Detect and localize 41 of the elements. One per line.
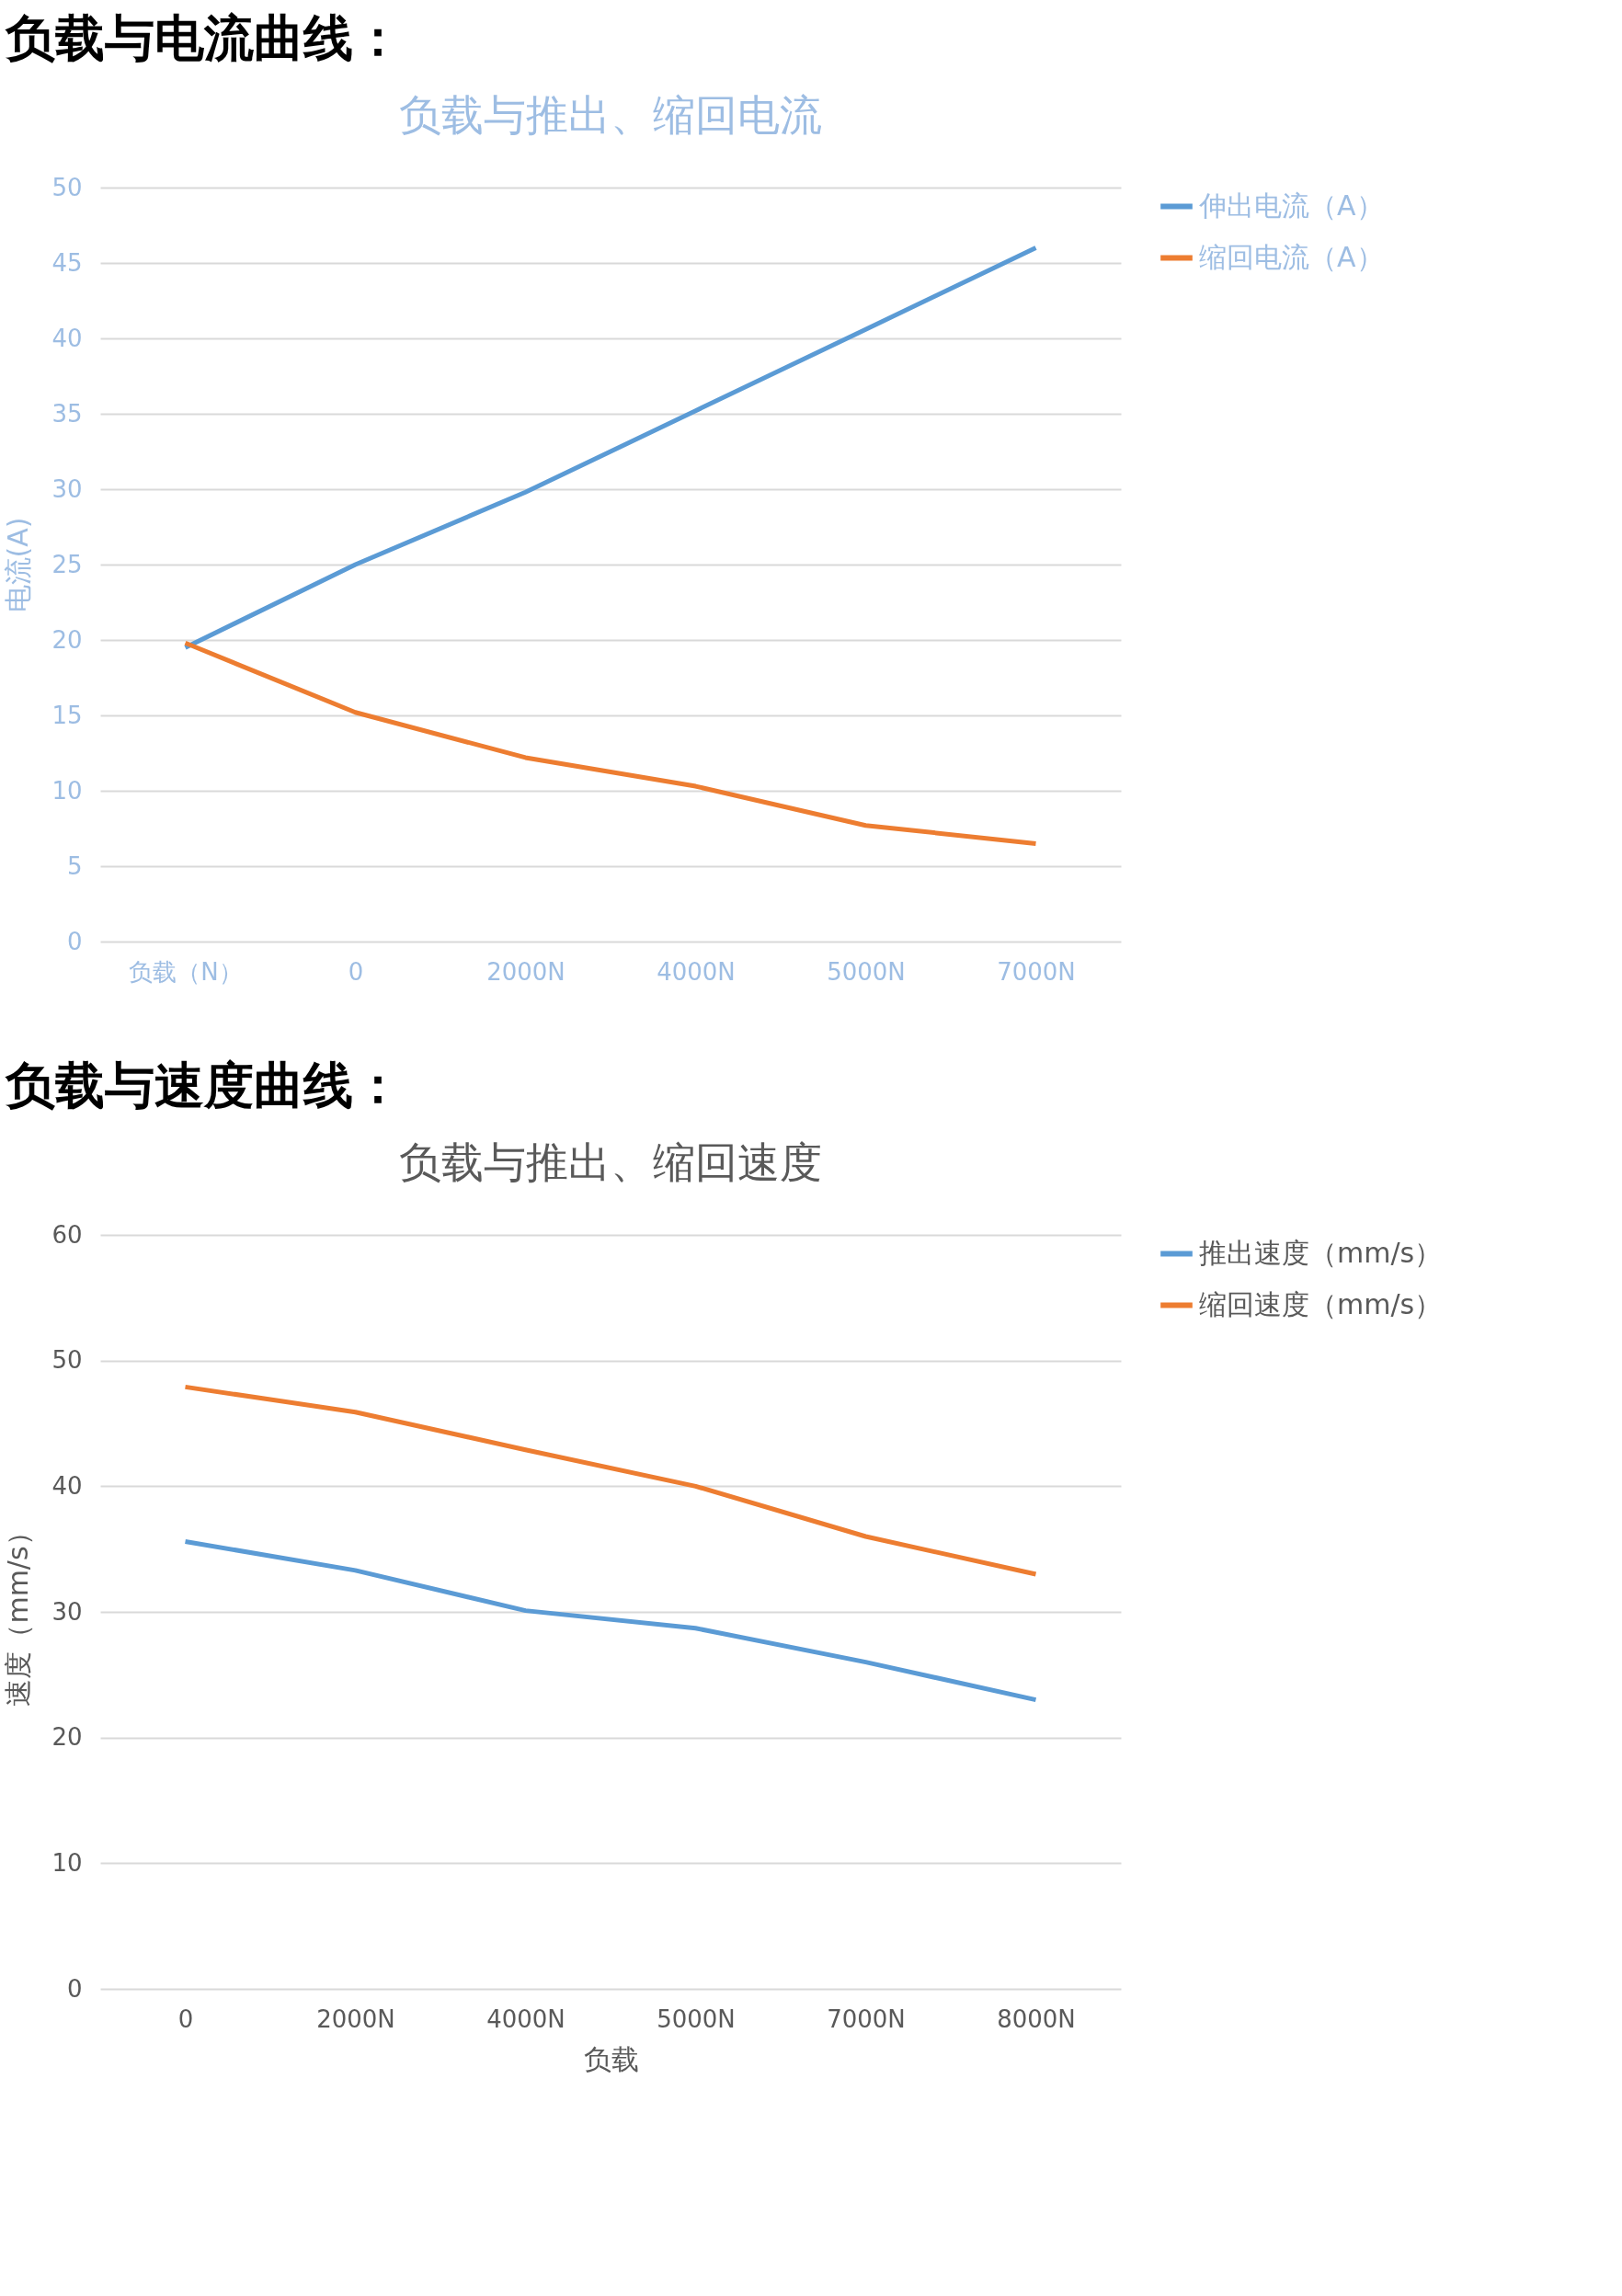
y-tick-label: 15 <box>51 701 83 729</box>
y-tick-label: 25 <box>51 550 83 578</box>
y-tick-label: 60 <box>51 1220 83 1249</box>
chart-title: 负载与推出、缩回速度 <box>399 1137 822 1187</box>
x-tick-label: 2000N <box>486 957 565 986</box>
legend-label: 缩回电流（A） <box>1199 240 1384 273</box>
legend-label: 推出速度（mm/s） <box>1199 1236 1443 1269</box>
y-axis-title: 电流(A) <box>2 517 35 613</box>
y-tick-label: 30 <box>51 474 83 503</box>
y-tick-label: 45 <box>51 248 83 277</box>
y-tick-label: 30 <box>51 1597 83 1626</box>
y-axis-title: 速度（mm/s） <box>2 1518 35 1707</box>
y-tick-label: 0 <box>66 1974 83 2003</box>
y-tick-label: 20 <box>51 1723 83 1752</box>
x-axis-title: 负载 <box>583 2042 639 2075</box>
x-tick-label: 4000N <box>657 957 736 986</box>
legend-label: 伸出电流（A） <box>1198 188 1384 222</box>
y-tick-label: 50 <box>51 173 83 201</box>
x-tick-label: 0 <box>177 2005 194 2033</box>
y-tick-label: 35 <box>51 399 83 428</box>
y-tick-label: 0 <box>66 927 83 955</box>
chart-title: 负载与推出、缩回电流 <box>399 90 822 140</box>
y-tick-label: 10 <box>51 1848 83 1877</box>
y-tick-label: 5 <box>66 851 83 880</box>
y-tick-label: 50 <box>51 1346 83 1375</box>
x-tick-label: 0 <box>348 957 364 986</box>
x-tick-label: 4000N <box>486 2005 565 2033</box>
text: 负载与电流曲线： <box>6 8 404 69</box>
text: 负载与速度曲线： <box>6 1056 404 1116</box>
y-tick-label: 20 <box>51 625 83 654</box>
y-tick-label: 10 <box>51 776 83 805</box>
y-tick-label: 40 <box>51 324 83 352</box>
x-tick-label: 2000N <box>316 2005 395 2033</box>
x-tick-label: 8000N <box>997 2005 1076 2033</box>
x-tick-label: 5000N <box>827 957 906 986</box>
x-tick-label: 负载（N） <box>129 957 243 986</box>
y-tick-label: 40 <box>51 1471 83 1500</box>
x-tick-label: 5000N <box>657 2005 736 2033</box>
x-tick-label: 7000N <box>997 957 1076 986</box>
legend-label: 缩回速度（mm/s） <box>1199 1287 1443 1320</box>
x-tick-label: 7000N <box>827 2005 906 2033</box>
